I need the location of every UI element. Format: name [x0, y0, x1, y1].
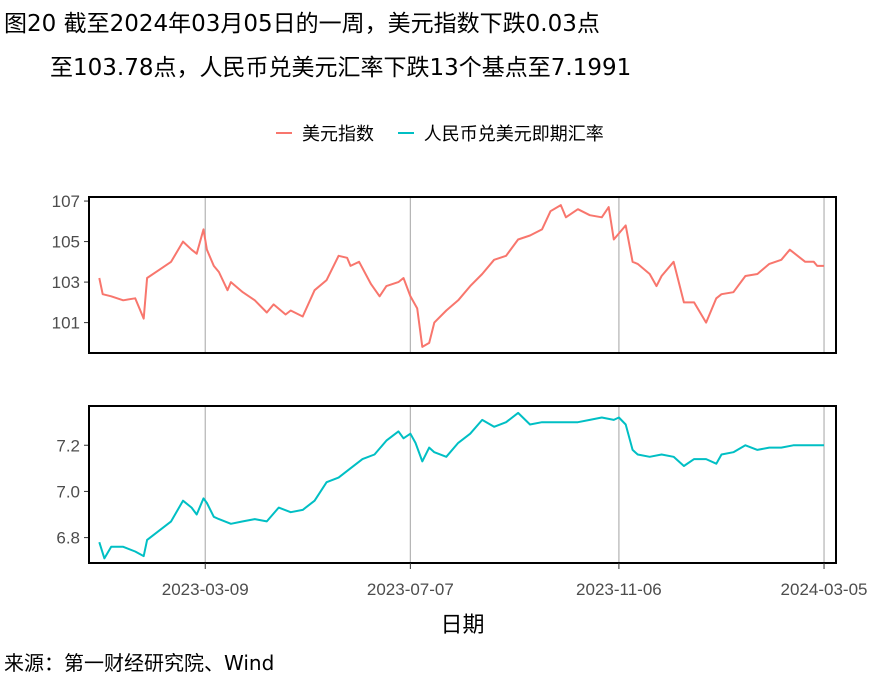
y-tick-label-1-1: 101 — [52, 314, 80, 333]
y-tick-label-2-1: 6.8 — [56, 529, 80, 548]
y-tick-label-2-3: 7.2 — [56, 436, 80, 455]
chart-title-line-2: 至103.78点，人民币兑美元汇率下跌13个基点至7.1991 — [50, 55, 632, 81]
legend-label-rmb-usd: 人民币兑美元即期汇率 — [423, 123, 604, 145]
x-tick-label-3: 2023-11-06 — [576, 580, 662, 599]
legend-item-dollar-index: 美元指数 — [276, 120, 374, 146]
chart-title-line-1: 图20 截至2024年03月05日的一周，美元指数下跌0.03点 — [4, 11, 600, 37]
y-tick-label-1-3: 105 — [52, 233, 80, 252]
y-tick-label-1-2: 103 — [52, 273, 80, 292]
y-tick-label-1-4: 107 — [52, 192, 80, 211]
x-tick-label-1: 2023-03-09 — [162, 580, 249, 599]
series-line-dollar-index — [98, 204, 824, 348]
series-line-rmb-usd — [98, 411, 824, 560]
panel-border-2 — [88, 405, 837, 564]
source-note: 来源：第一财经研究院、Wind — [4, 651, 275, 675]
y-tick-label-2-2: 7.0 — [56, 482, 80, 501]
x-tick-label-4: 2024-03-05 — [781, 580, 868, 599]
x-tick-label-2: 2023-07-07 — [367, 580, 454, 599]
legend-label-dollar-index: 美元指数 — [302, 123, 374, 145]
legend: 美元指数 人民币兑美元即期汇率 — [276, 118, 622, 146]
legend-item-rmb-usd: 人民币兑美元即期汇率 — [397, 120, 604, 146]
x-axis-title: 日期 — [440, 613, 484, 638]
legend-swatch-rmb-usd — [397, 131, 414, 134]
legend-swatch-dollar-index — [276, 131, 292, 134]
panel-border-1 — [88, 196, 837, 354]
